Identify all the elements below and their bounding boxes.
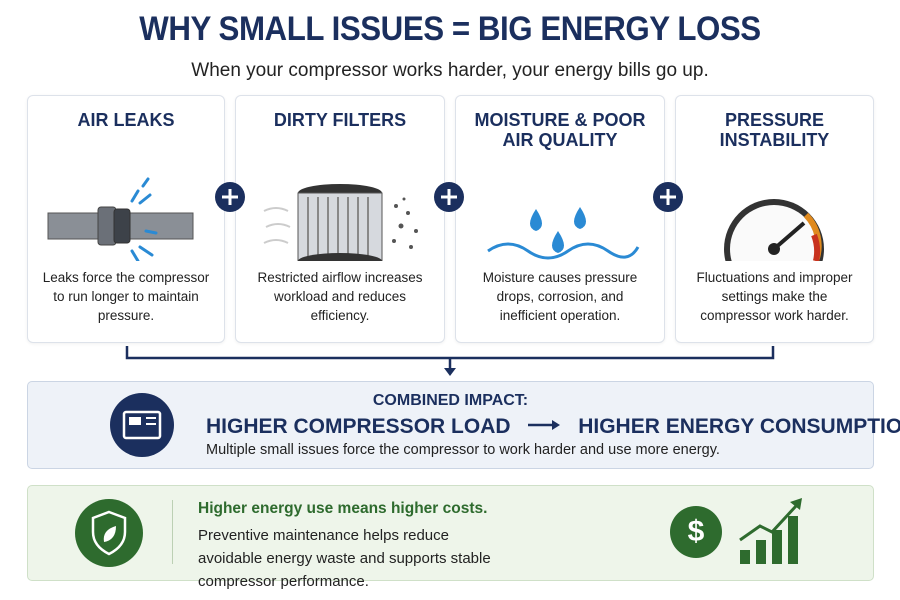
card-title: AIR LEAKS	[77, 110, 175, 130]
page-title: WHY SMALL ISSUES = BIG ENERGY LOSS	[139, 10, 761, 48]
shield-icon	[75, 499, 143, 567]
cost-description: Preventive maintenance helps reduce avoi…	[198, 527, 491, 590]
impact-statement: HIGHER COMPRESSOR LOAD HIGHER ENERGY CON…	[206, 415, 900, 439]
cost-box: Higher energy use means higher costs. Pr…	[27, 485, 874, 590]
card-description: Restricted airflow increases workload an…	[257, 270, 423, 323]
impact-box: COMBINED IMPACT: HIGHER COMPRESSOR LOAD …	[27, 381, 900, 469]
impact-effect: HIGHER ENERGY CONSUMPTION	[578, 415, 900, 438]
moisture-icon	[487, 207, 640, 260]
pipe-icon	[47, 177, 194, 261]
card-description: Moisture causes pressure drops, corrosio…	[482, 270, 638, 323]
arrow	[528, 420, 561, 430]
filter-icon	[263, 184, 418, 261]
impact-cause: HIGHER COMPRESSOR LOAD	[206, 415, 511, 438]
card-title: DIRTY FILTERS	[273, 110, 407, 130]
issue-card: MOISTURE & POOR AIR QUALITY Moisture cau…	[455, 95, 665, 343]
card-description: Fluctuations and improper settings make …	[696, 270, 853, 323]
cost-title: Higher energy use means higher costs.	[198, 500, 488, 517]
issue-card: AIR LEAKS Leaks force the compressor to …	[27, 95, 225, 343]
page-subtitle: When your compressor works harder, your …	[191, 60, 709, 81]
card-title: PRESSURE INSTABILITY	[719, 110, 830, 150]
impact-description: Multiple small issues force the compress…	[206, 442, 720, 458]
card-description: Leaks force the compressor to run longer…	[42, 270, 210, 323]
issue-card: PRESSURE INSTABILITY Fluctuations and im…	[675, 95, 874, 343]
gauge-icon	[724, 199, 824, 261]
compressor-icon	[110, 393, 174, 457]
impact-label: COMBINED IMPACT:	[372, 392, 529, 409]
issue-card: DIRTY FILTERS Restricted airflow increas…	[235, 95, 445, 343]
growth-icon	[739, 498, 802, 564]
dollar-icon: $	[670, 506, 722, 558]
card-title: MOISTURE & POOR AIR QUALITY	[474, 110, 646, 150]
divider	[172, 500, 173, 564]
